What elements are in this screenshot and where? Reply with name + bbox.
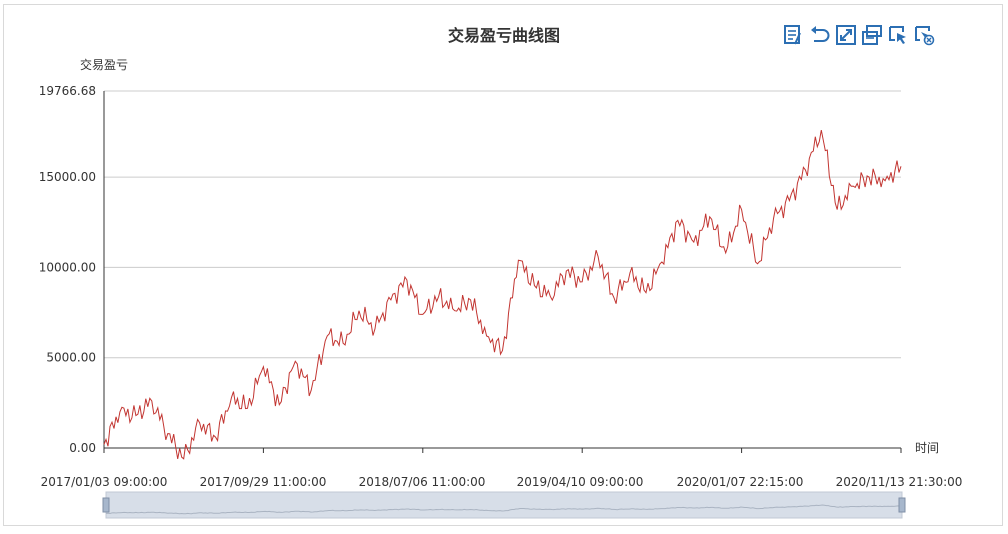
data-zoom-slider[interactable] bbox=[102, 491, 906, 519]
fullscreen-icon[interactable] bbox=[835, 24, 857, 46]
x-tick-label: 2018/07/06 11:00:00 bbox=[359, 475, 486, 489]
y-tick-label: 19766.68 bbox=[39, 84, 96, 98]
zoom-handle-left[interactable] bbox=[102, 497, 110, 513]
restore-icon[interactable] bbox=[809, 24, 831, 46]
y-tick-label: 5000.00 bbox=[46, 351, 96, 365]
grid-lines bbox=[104, 90, 901, 449]
select-icon[interactable] bbox=[887, 24, 909, 46]
x-tick-label: 2017/01/03 09:00:00 bbox=[41, 475, 168, 489]
x-axis-name: 时间 bbox=[915, 441, 939, 455]
print-icon[interactable] bbox=[861, 24, 883, 46]
x-tick-label: 2020/01/07 22:15:00 bbox=[677, 475, 804, 489]
y-axis: 0.00 5000.00 10000.00 15000.00 19766.68 bbox=[39, 84, 105, 455]
clear-select-icon[interactable] bbox=[913, 24, 935, 46]
chart-title: 交易盈亏曲线图 bbox=[447, 26, 560, 45]
series-line bbox=[103, 130, 902, 460]
data-view-icon[interactable] bbox=[783, 24, 805, 46]
y-tick-label: 15000.00 bbox=[39, 170, 96, 184]
y-tick-label: 0.00 bbox=[69, 441, 96, 455]
zoom-range-area[interactable] bbox=[105, 491, 903, 519]
x-tick-label: 2017/09/29 11:00:00 bbox=[200, 475, 327, 489]
x-tick-label: 2019/04/10 09:00:00 bbox=[517, 475, 644, 489]
y-tick-label: 10000.00 bbox=[39, 260, 96, 274]
zoom-handle-right[interactable] bbox=[898, 497, 906, 513]
y-axis-name: 交易盈亏 bbox=[80, 58, 129, 72]
x-tick-label: 2020/11/13 21:30:00 bbox=[836, 475, 963, 489]
toolbox bbox=[783, 24, 935, 48]
zoom-preview-line bbox=[105, 504, 903, 515]
x-axis: 2017/01/03 09:00:00 2017/09/29 11:00:00 20… bbox=[41, 448, 963, 489]
